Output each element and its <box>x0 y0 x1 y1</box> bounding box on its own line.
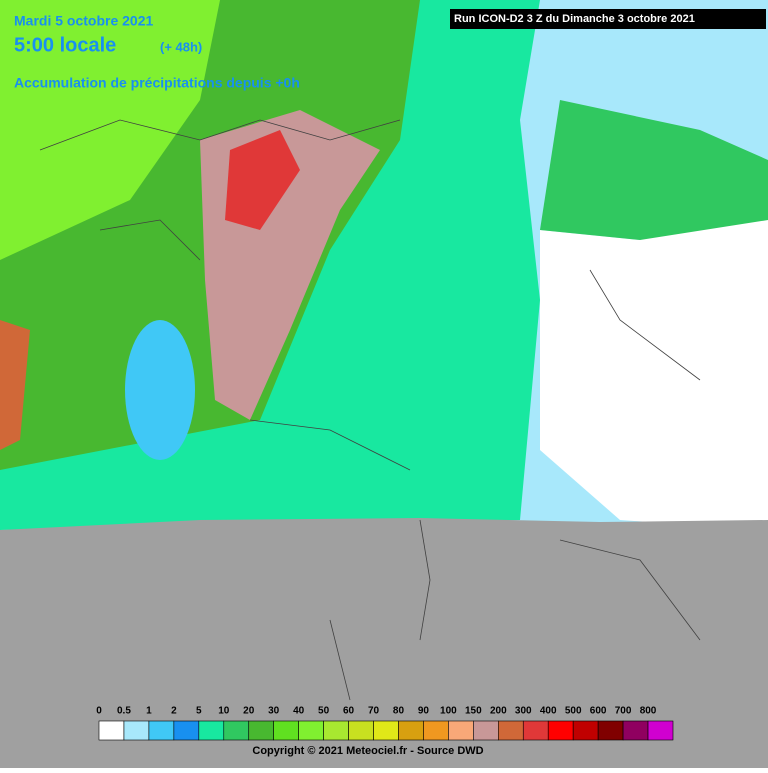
legend-label: 0.5 <box>117 706 131 717</box>
legend-swatch <box>473 720 499 741</box>
lead-text: (+ 48h) <box>160 39 202 54</box>
run-text: Run ICON-D2 3 Z du Dimanche 3 octobre 20… <box>454 13 695 25</box>
legend-label: 200 <box>490 706 507 717</box>
legend-label: 600 <box>590 706 607 717</box>
legend-label: 80 <box>393 706 405 717</box>
legend-swatch <box>647 720 674 741</box>
legend-label: 40 <box>293 706 305 717</box>
precip-area <box>225 130 300 230</box>
legend-swatch <box>423 720 449 741</box>
run-banner <box>450 9 766 29</box>
legend-label: 300 <box>515 706 532 717</box>
legend-swatch <box>348 720 374 741</box>
legend-swatch <box>572 720 599 741</box>
legend-label: 10 <box>218 706 230 717</box>
legend-swatch <box>522 720 549 741</box>
legend-swatch <box>547 720 574 741</box>
legend-swatch <box>373 720 399 741</box>
legend-label: 90 <box>418 706 430 717</box>
legend-label: 60 <box>343 706 355 717</box>
legend-swatch <box>498 720 524 741</box>
border-lines <box>39 119 701 701</box>
date-text: Mardi 5 octobre 2021 <box>14 13 153 29</box>
legend-swatch <box>298 720 324 741</box>
legend-label: 2 <box>171 706 177 717</box>
legend-swatch <box>248 720 274 741</box>
legend-label: 1 <box>146 706 152 717</box>
legend-label: 20 <box>243 706 255 717</box>
precip-area <box>540 100 768 240</box>
legend-swatch <box>448 720 474 741</box>
dry-area <box>540 200 768 530</box>
legend-swatch <box>597 720 624 741</box>
legend-swatch <box>323 720 349 741</box>
product-text: Accumulation de précipitations depuis +0… <box>14 75 300 91</box>
legend-label: 5 <box>196 706 202 717</box>
legend-label: 800 <box>640 706 657 717</box>
legend-swatch <box>223 720 250 741</box>
legend-swatch <box>622 720 649 741</box>
legend-label: 500 <box>565 706 582 717</box>
precip-area <box>125 320 195 460</box>
legend-swatch <box>148 720 175 741</box>
legend-swatch <box>398 720 424 741</box>
legend-swatch <box>273 720 299 741</box>
precip-area <box>0 0 220 260</box>
legend: 0 0.5 1 2 5 10 20 30 40 50 60 70 80 90 100 150 200 300 400… <box>96 706 674 741</box>
legend-label: 50 <box>318 706 330 717</box>
time-text: 5:00 locale <box>14 34 116 56</box>
precip-area <box>0 320 30 450</box>
legend-label: 400 <box>540 706 557 717</box>
legend-label: 30 <box>268 706 280 717</box>
legend-swatch <box>198 720 225 741</box>
legend-swatch <box>98 720 125 741</box>
legend-swatch <box>173 720 200 741</box>
legend-label: 100 <box>440 706 457 717</box>
legend-label: 0 <box>96 706 102 717</box>
legend-label: 700 <box>615 706 632 717</box>
legend-swatch <box>123 720 150 741</box>
no-data-area <box>0 518 768 768</box>
legend-label: 150 <box>465 706 482 717</box>
legend-label: 70 <box>368 706 380 717</box>
copyright: Copyright © 2021 Meteociel.fr - Source D… <box>252 745 483 757</box>
